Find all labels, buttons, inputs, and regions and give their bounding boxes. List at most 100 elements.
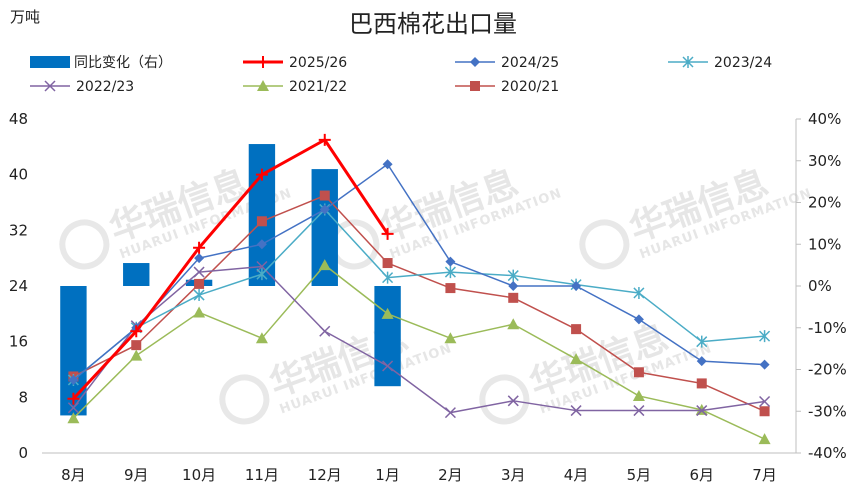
marker-star [444,266,456,279]
series-line [72,265,765,414]
series-2025-26 [67,133,394,405]
right-tick-label: -20% [808,361,847,379]
legend-label: 2021/22 [289,79,347,95]
legend-label: 同比变化（右） [74,55,172,71]
x-tick-label: 6月 [689,466,714,484]
marker-diamond [508,281,519,291]
marker-diamond [470,57,480,67]
marker-plus [193,241,206,254]
marker-star [507,269,519,282]
marker-x [696,405,708,417]
marker-triangle [758,433,771,445]
left-tick-label: 0 [18,444,28,462]
x-tick-label: 5月 [627,466,652,484]
marker-triangle [570,353,583,365]
series-line [72,138,389,400]
marker-triangle [318,259,331,271]
marker-x [193,266,205,278]
marker-diamond [194,253,205,264]
marker-plus [257,56,269,68]
legend: 同比变化（右） 2025/26 2024/25 2023/24 2022/23 2021/… [30,55,772,95]
marker-triangle [67,412,80,424]
marker-plus [318,133,331,146]
marker-star [193,289,205,302]
marker-triangle [695,403,708,415]
legend-label: 2023/24 [714,55,772,71]
legend-item: 2022/23 [30,79,134,95]
marker-square [256,216,267,227]
x-tick-label: 3月 [501,466,526,484]
right-tick-label: -40% [808,444,847,462]
right-tick-label: 0% [808,277,832,295]
marker-diamond [319,204,330,215]
x-tick-label: 9月 [124,466,149,484]
marker-square [470,81,480,91]
marker-diamond [571,281,582,291]
marker-plus [381,227,394,240]
x-tick-label: 10月 [182,466,216,484]
legend-item: 2020/21 [455,79,559,95]
marker-square [508,292,519,303]
marker-triangle [193,306,206,318]
legend-swatch [30,56,70,68]
marker-square [633,367,644,378]
series-line [72,264,765,440]
marker-star [759,330,771,343]
right-tick-label: -10% [808,319,847,337]
marker-diamond [68,374,79,385]
marker-star [382,271,394,284]
right-tick-label: 30% [808,152,841,170]
legend-label: 2020/21 [501,79,559,95]
marker-square [445,283,456,294]
marker-triangle [257,80,269,91]
marker-star [633,286,645,299]
marker-plus [130,325,143,338]
watermark-logo [219,374,270,425]
marker-x [44,80,56,92]
marker-x [382,360,394,372]
marker-triangle [381,307,394,319]
chart-title: 巴西棉花出口量 [349,10,517,38]
bar-yoy [123,263,150,286]
marker-star [256,268,268,281]
marker-square [382,258,393,269]
left-tick-label: 40 [9,166,28,184]
bar-yoy [374,286,401,387]
marker-x [319,325,331,337]
legend-label: 2024/25 [501,55,559,71]
marker-diamond [696,356,707,367]
marker-star [696,335,708,348]
marker-diamond [633,314,644,325]
legend-label: 2025/26 [289,55,347,71]
right-tick-label: 20% [808,194,841,212]
marker-triangle [255,332,268,344]
x-tick-label: 7月 [752,466,777,484]
left-axis-unit: 万吨 [10,8,40,26]
legend-item: 2024/25 [455,55,559,71]
watermark-logo [479,374,530,425]
left-tick-label: 24 [9,277,28,295]
marker-plus [67,392,80,405]
marker-x [633,405,645,417]
left-tick-label: 16 [9,333,28,351]
marker-diamond [445,256,456,267]
bar-yoy [248,144,276,286]
marker-x [444,407,456,419]
series-line [72,163,765,381]
series-2022-23 [67,260,771,419]
legend-item: 2021/22 [243,79,347,95]
x-tick-label: 4月 [564,466,589,484]
marker-square [131,340,142,351]
legend-item: 同比变化（右） [30,55,172,71]
marker-x [67,402,79,414]
x-tick-label: 11月 [245,466,279,484]
left-tick-label: 48 [9,110,28,128]
x-tick-label: 8月 [61,466,86,484]
right-tick-label: -30% [808,402,847,420]
marker-triangle [130,349,143,361]
x-tick-label: 1月 [375,466,400,484]
marker-star [682,56,694,68]
